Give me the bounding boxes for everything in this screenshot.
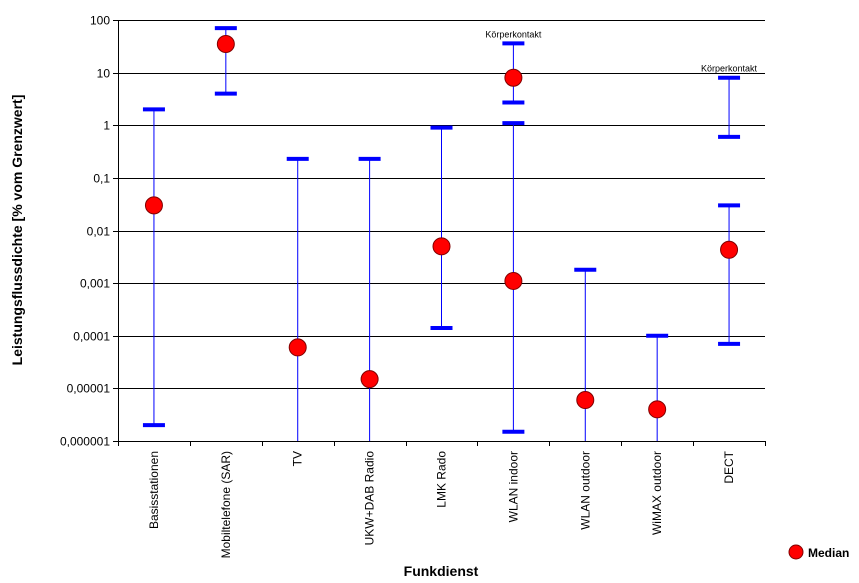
y-tick-label: 100 (90, 14, 110, 28)
x-category-labels: Basisstationen Mobiltelefone (SAR) TV UKW+D… (147, 450, 736, 558)
legend: Median (788, 544, 849, 560)
y-tick-label: 0,0001 (73, 330, 110, 344)
y-tick-label: 1 (103, 119, 110, 133)
x-category-label: WLAN outdoor (578, 451, 592, 530)
x-category-label: Mobiltelefone (SAR) (219, 451, 233, 558)
x-category-label: WiMAX outdoor (650, 451, 664, 535)
median-point (360, 370, 379, 389)
y-tick-labels: 100 10 1 0,1 0,01 0,001 0,0001 0,00001 0,000001 (60, 14, 110, 449)
median-point (432, 237, 451, 256)
median-point (720, 240, 739, 259)
x-category-label: UKW+DAB Radio (363, 451, 377, 546)
y-tick-label: 0,01 (87, 225, 111, 239)
median-points (144, 34, 739, 419)
median-point (288, 338, 307, 357)
median-point (504, 271, 523, 290)
median-point (144, 196, 163, 215)
axes (113, 20, 766, 446)
y-tick-label: 0,1 (93, 172, 110, 186)
legend-marker (788, 544, 804, 560)
median-point (648, 400, 667, 419)
y-axis-label: Leistungsflussdichte [% vom Grenzwert] (9, 95, 25, 366)
x-axis-label: Funkdienst (404, 563, 479, 579)
x-category-label: TV (291, 451, 305, 466)
x-category-label: DECT (722, 450, 736, 483)
y-tick-label: 0,00001 (67, 382, 111, 396)
y-tick-label: 0,001 (80, 277, 110, 291)
range-bars (142, 26, 741, 441)
range-annotation: Körperkontakt (485, 29, 542, 39)
median-point (576, 391, 595, 410)
y-tick-label: 10 (97, 67, 111, 81)
annotations: Körperkontakt Körperkontakt (485, 29, 757, 73)
x-category-label: WLAN indoor (506, 451, 520, 522)
range-annotation: Körperkontakt (701, 64, 758, 74)
legend-label: Median (808, 546, 849, 560)
median-point (216, 34, 235, 53)
median-point (504, 68, 523, 87)
x-category-label: Basisstationen (147, 451, 161, 529)
x-category-label: LMK Rado (435, 451, 449, 508)
y-tick-label: 0,000001 (60, 435, 110, 449)
